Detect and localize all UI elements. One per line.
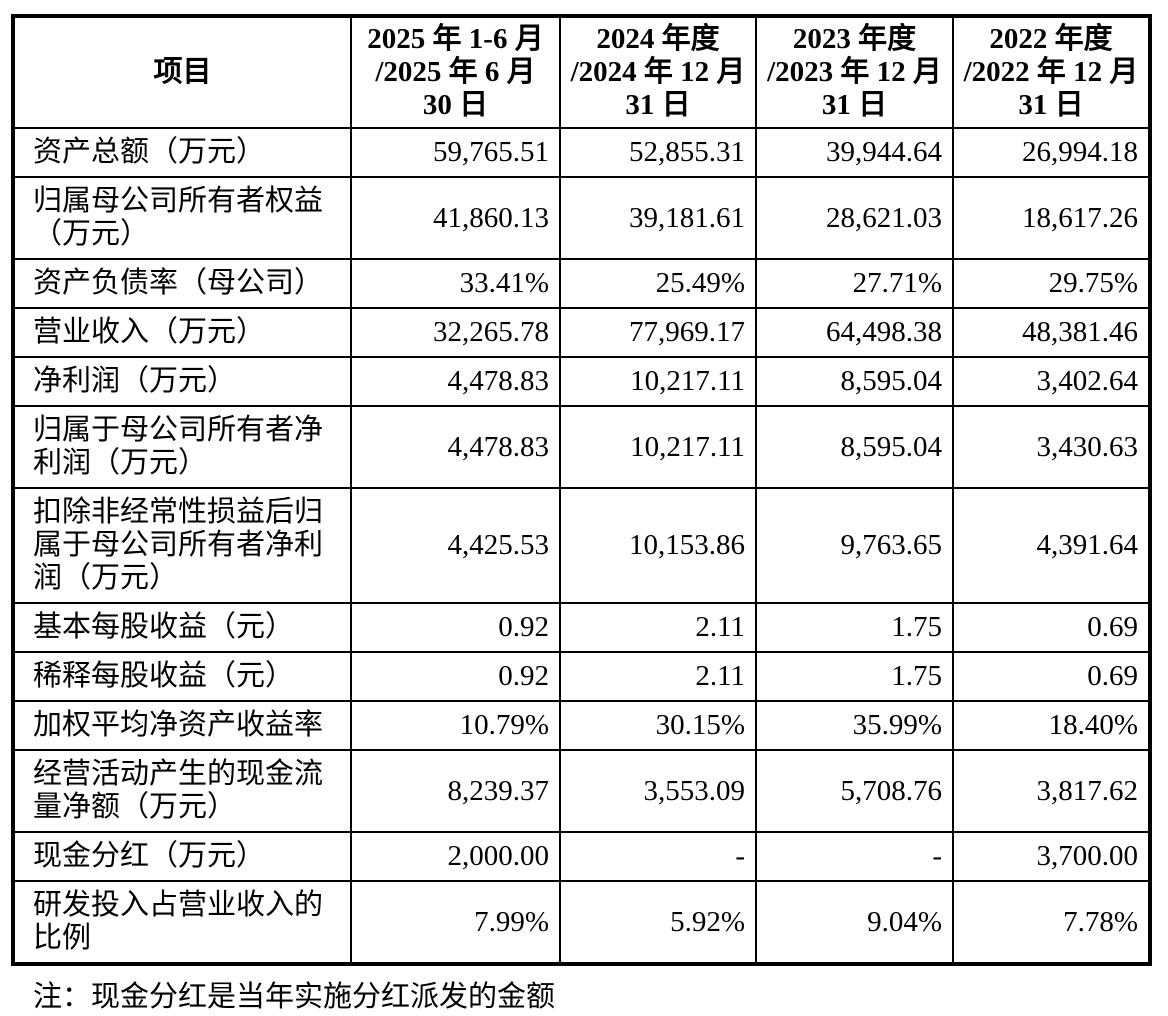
row-value: 5.92% [559,880,757,965]
row-value: 10,153.86 [559,487,757,604]
row-value: 1.75 [755,651,954,702]
row-value: 77,969.17 [559,307,757,358]
row-value: 0.92 [350,602,561,653]
row-value: 2.11 [559,651,757,702]
row-value: 8,595.04 [755,405,954,489]
row-value: 30.15% [559,700,757,751]
row-value: - [755,831,954,882]
row-value: 10,217.11 [559,405,757,489]
row-value: 7.99% [350,880,561,965]
row-label: 经营活动产生的现金流量净额（万元） [12,749,352,833]
row-label: 稀释每股收益（元） [12,651,352,702]
table-row: 归属于母公司所有者净利润（万元） 4,478.83 10,217.11 8,595.0… [12,405,1151,489]
row-label: 研发投入占营业收入的比例 [12,880,352,965]
row-value: 35.99% [755,700,954,751]
column-header-item: 项目 [12,15,352,129]
row-value: 52,855.31 [559,127,757,178]
row-label: 资产负债率（母公司） [12,258,352,309]
row-value: 18,617.26 [952,176,1151,260]
row-value: 3,700.00 [952,831,1151,882]
table-row: 营业收入（万元） 32,265.78 77,969.17 64,498.38 48,38… [12,307,1151,358]
table-header: 项目 2025 年 1-6 月 /2025 年 6 月 30 日 2024 年度… [12,15,1151,129]
row-value: 26,994.18 [952,127,1151,178]
table-row: 资产总额（万元） 59,765.51 52,855.31 39,944.64 26,99… [12,127,1151,178]
row-value: 28,621.03 [755,176,954,260]
row-value: 33.41% [350,258,561,309]
row-value: 39,181.61 [559,176,757,260]
table-row: 资产负债率（母公司） 33.41% 25.49% 27.71% 29.75% [12,258,1151,309]
row-value: 3,817.62 [952,749,1151,833]
table-row: 基本每股收益（元） 0.92 2.11 1.75 0.69 [12,602,1151,653]
row-label: 扣除非经常性损益后归属于母公司所有者净利润（万元） [12,487,352,604]
row-value: 4,391.64 [952,487,1151,604]
row-label: 净利润（万元） [12,356,352,407]
row-value: 41,860.13 [350,176,561,260]
row-value: 3,402.64 [952,356,1151,407]
table-row: 净利润（万元） 4,478.83 10,217.11 8,595.04 3,402.64 [12,356,1151,407]
row-value: 8,239.37 [350,749,561,833]
row-label: 现金分红（万元） [12,831,352,882]
row-value: 3,430.63 [952,405,1151,489]
row-value: 5,708.76 [755,749,954,833]
row-label: 加权平均净资产收益率 [12,700,352,751]
table-row: 扣除非经常性损益后归属于母公司所有者净利润（万元） 4,425.53 10,153.… [12,487,1151,604]
table-row: 归属母公司所有者权益（万元） 41,860.13 39,181.61 28,621.0… [12,176,1151,260]
table-body: 资产总额（万元） 59,765.51 52,855.31 39,944.64 26,99… [12,127,1151,965]
row-value: 48,381.46 [952,307,1151,358]
row-value: 0.69 [952,602,1151,653]
row-value: 1.75 [755,602,954,653]
row-value: 4,425.53 [350,487,561,604]
row-value: 18.40% [952,700,1151,751]
row-value: 32,265.78 [350,307,561,358]
row-value: 39,944.64 [755,127,954,178]
row-value: 29.75% [952,258,1151,309]
row-value: 10,217.11 [559,356,757,407]
header-row: 项目 2025 年 1-6 月 /2025 年 6 月 30 日 2024 年度… [12,15,1151,129]
row-label: 资产总额（万元） [12,127,352,178]
row-value: 0.92 [350,651,561,702]
row-label: 归属于母公司所有者净利润（万元） [12,405,352,489]
row-value: 25.49% [559,258,757,309]
column-header-period-2023: 2023 年度 /2023 年 12 月 31 日 [755,15,954,129]
row-value: 2,000.00 [350,831,561,882]
row-value: - [559,831,757,882]
table-note: 注：现金分红是当年实施分红派发的金额 [33,981,556,1013]
column-header-period-2025h1: 2025 年 1-6 月 /2025 年 6 月 30 日 [350,15,561,129]
row-value: 8,595.04 [755,356,954,407]
table-row: 现金分红（万元） 2,000.00- -3,700.00 [12,831,1151,882]
financial-summary-table: 项目 2025 年 1-6 月 /2025 年 6 月 30 日 2024 年度… [11,14,1152,966]
row-label: 营业收入（万元） [12,307,352,358]
row-value: 64,498.38 [755,307,954,358]
row-value: 0.69 [952,651,1151,702]
row-value: 9.04% [755,880,954,965]
table-row: 研发投入占营业收入的比例 7.99% 5.92% 9.04% 7.78% [12,880,1151,965]
row-label: 基本每股收益（元） [12,602,352,653]
row-value: 7.78% [952,880,1151,965]
table-row: 经营活动产生的现金流量净额（万元） 8,239.37 3,553.09 5,708.7… [12,749,1151,833]
row-value: 4,478.83 [350,405,561,489]
row-value: 27.71% [755,258,954,309]
row-value: 4,478.83 [350,356,561,407]
column-header-period-2024: 2024 年度 /2024 年 12 月 31 日 [559,15,757,129]
row-value: 2.11 [559,602,757,653]
column-header-period-2022: 2022 年度 /2022 年 12 月 31 日 [952,15,1151,129]
row-value: 9,763.65 [755,487,954,604]
row-value: 3,553.09 [559,749,757,833]
row-label: 归属母公司所有者权益（万元） [12,176,352,260]
row-value: 59,765.51 [350,127,561,178]
row-value: 10.79% [350,700,561,751]
table-row: 加权平均净资产收益率 10.79% 30.15% 35.99% 18.40% [12,700,1151,751]
table-row: 稀释每股收益（元） 0.92 2.11 1.75 0.69 [12,651,1151,702]
